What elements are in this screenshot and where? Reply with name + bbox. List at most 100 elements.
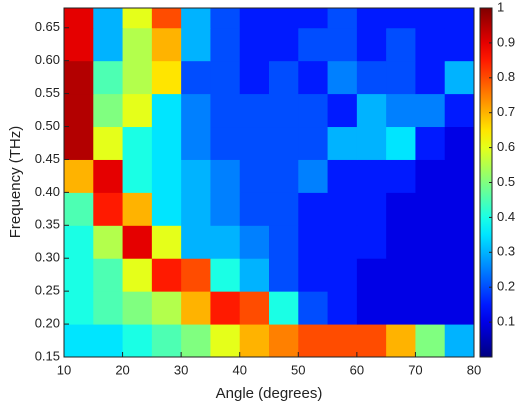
heat-cell <box>298 324 329 358</box>
heat-cell <box>122 27 153 62</box>
heat-cell <box>64 258 94 292</box>
heat-cell <box>210 27 241 62</box>
heat-cell <box>269 258 299 292</box>
colorbar-tick-label: 0.6 <box>497 139 515 154</box>
heat-cell <box>64 60 94 95</box>
heat-cell <box>239 324 270 358</box>
heat-cell <box>210 126 241 160</box>
heat-cell <box>210 258 241 292</box>
heat-cell <box>386 324 416 358</box>
heat-cell <box>151 291 182 325</box>
heat-cell <box>93 93 124 128</box>
heat-cell <box>327 258 358 292</box>
heat-cell <box>298 27 329 62</box>
heat-cell <box>151 192 182 226</box>
heat-cell <box>298 258 329 292</box>
heat-cell <box>151 8 182 29</box>
heat-cell <box>327 126 358 160</box>
heat-cell <box>415 126 446 160</box>
heat-cell <box>386 291 416 325</box>
x-tick-label: 60 <box>350 362 364 377</box>
heat-cell <box>64 225 94 259</box>
heat-cell <box>151 258 182 292</box>
heat-cell <box>151 159 182 193</box>
heat-cell <box>181 192 211 226</box>
x-tick-label: 10 <box>57 362 71 377</box>
y-axis-label: Frequency (THz) <box>7 126 24 239</box>
heat-cell <box>64 93 94 128</box>
heat-cell <box>181 60 211 95</box>
heat-cell <box>181 93 211 128</box>
colorbar-tick-label: 0.8 <box>497 69 515 84</box>
heat-cell <box>415 324 446 358</box>
heat-cell <box>298 93 329 128</box>
heat-cell <box>269 291 299 325</box>
heat-cell <box>64 192 94 226</box>
heat-cell <box>327 159 358 193</box>
heat-cell <box>386 8 416 29</box>
heat-cell <box>64 159 94 193</box>
heat-cell <box>415 8 446 29</box>
heat-cell <box>386 192 416 226</box>
heat-cell <box>356 93 387 128</box>
heat-cell <box>210 8 241 29</box>
heat-cell <box>239 126 270 160</box>
heat-cell <box>181 291 211 325</box>
heat-cell <box>122 159 153 193</box>
x-tick-label: 80 <box>467 362 481 377</box>
x-tick-label: 50 <box>291 362 305 377</box>
heat-cell <box>93 258 124 292</box>
heat-cell <box>181 27 211 62</box>
x-axis-label: Angle (degrees) <box>216 385 323 402</box>
heat-cell <box>356 258 387 292</box>
heat-cell <box>444 60 475 95</box>
heat-cell <box>122 192 153 226</box>
heat-cell <box>210 60 241 95</box>
heat-cell <box>415 291 446 325</box>
heat-cell <box>327 324 358 358</box>
x-tick-label: 20 <box>115 362 129 377</box>
heat-cell <box>327 192 358 226</box>
heat-cell <box>239 192 270 226</box>
heat-cell <box>386 93 416 128</box>
heat-cell <box>93 291 124 325</box>
heat-cell <box>386 126 416 160</box>
colorbar-tick-label: 1 <box>497 0 504 14</box>
heat-cell <box>151 324 182 358</box>
heat-cell <box>269 8 299 29</box>
heat-cell <box>415 27 446 62</box>
y-tick-label: 0.60 <box>35 52 60 67</box>
heat-cell <box>210 225 241 259</box>
colorbar-tick-label: 0.4 <box>497 209 515 224</box>
y-tick-label: 0.30 <box>35 250 60 265</box>
heat-cell <box>386 225 416 259</box>
heat-cell <box>93 60 124 95</box>
heat-cell <box>386 258 416 292</box>
heat-cell <box>269 60 299 95</box>
heat-cell <box>64 126 94 160</box>
heat-cell <box>151 27 182 62</box>
heat-cell <box>269 324 299 358</box>
heat-cell <box>356 324 387 358</box>
heat-cell <box>64 291 94 325</box>
heat-cell <box>356 225 387 259</box>
heat-cell <box>415 159 446 193</box>
heat-cell <box>122 93 153 128</box>
heat-cell <box>356 159 387 193</box>
heat-cell <box>356 60 387 95</box>
heat-cell <box>239 93 270 128</box>
heat-cell <box>298 60 329 95</box>
heat-cell <box>122 60 153 95</box>
heat-cell <box>444 291 475 325</box>
heat-cell <box>386 159 416 193</box>
heat-cell <box>327 60 358 95</box>
heat-cell <box>444 192 475 226</box>
heat-cell <box>269 159 299 193</box>
colorbar-tick-label: 0.9 <box>497 34 515 49</box>
y-tick-label: 0.35 <box>35 217 60 232</box>
heat-cell <box>356 126 387 160</box>
heat-cell <box>327 291 358 325</box>
heat-cell <box>181 126 211 160</box>
colorbar-tick-label: 0.5 <box>497 174 515 189</box>
